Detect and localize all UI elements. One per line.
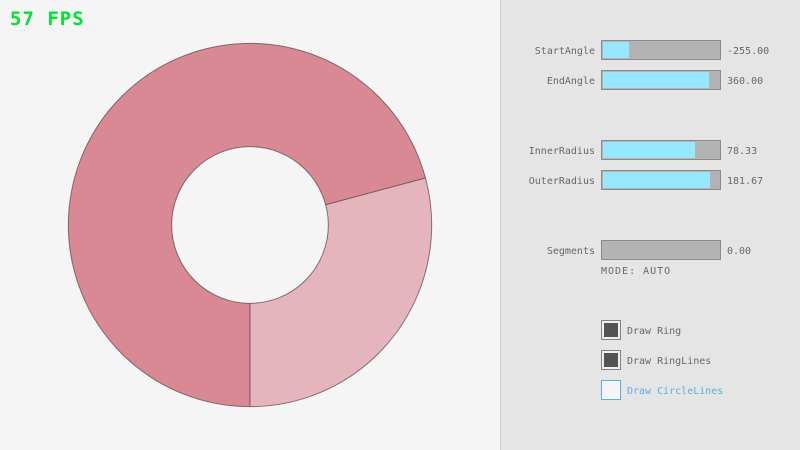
slider-fill — [603, 142, 696, 158]
checkmark-icon — [604, 353, 618, 367]
slider-fill — [603, 42, 629, 58]
mode-label: MODE: AUTO — [601, 266, 672, 277]
ring-outline-inner — [171, 146, 329, 304]
slider-value: 0.00 — [727, 246, 752, 257]
segments-slider[interactable] — [601, 240, 721, 260]
slider-value: 78.33 — [727, 146, 758, 157]
checkbox-label: Draw CircleLines — [627, 386, 724, 397]
slider-label: EndAngle — [546, 76, 595, 87]
checkbox-row: Draw CircleLines — [501, 380, 800, 400]
ring-canvas — [67, 42, 433, 408]
slider-row: OuterRadius 181.67 — [501, 170, 800, 190]
checkbox-label: Draw RingLines — [627, 356, 712, 367]
slider-label: OuterRadius — [528, 176, 595, 187]
slider-label: InnerRadius — [528, 146, 595, 157]
control-panel: StartAngle -255.00 EndAngle 360.00 Inner… — [500, 0, 800, 450]
slider-fill — [603, 72, 710, 88]
checkmark-icon — [604, 323, 618, 337]
ring-highlight-sector — [250, 177, 432, 407]
slider-row: StartAngle -255.00 — [501, 40, 800, 60]
slider-value: 181.67 — [727, 176, 764, 187]
ring-outline-outer — [67, 42, 433, 408]
fps-counter: 57 FPS — [10, 8, 85, 30]
slider-fill — [603, 172, 711, 188]
draw-ringlines-checkbox[interactable] — [601, 350, 621, 370]
checkbox-row: Draw RingLines — [501, 350, 800, 370]
slider-value: -255.00 — [727, 46, 770, 57]
checkbox-label: Draw Ring — [627, 326, 682, 337]
endangle-slider[interactable] — [601, 70, 721, 90]
slider-row: InnerRadius 78.33 — [501, 140, 800, 160]
draw-ring-checkbox[interactable] — [601, 320, 621, 340]
slider-label: Segments — [546, 246, 595, 257]
checkbox-row: Draw Ring — [501, 320, 800, 340]
ring-line-start — [325, 177, 426, 206]
outerradius-slider[interactable] — [601, 170, 721, 190]
startangle-slider[interactable] — [601, 40, 721, 60]
slider-label: StartAngle — [534, 46, 595, 57]
slider-row: EndAngle 360.00 — [501, 70, 800, 90]
slider-value: 360.00 — [727, 76, 764, 87]
slider-row: Segments 0.00 — [501, 240, 800, 260]
innerradius-slider[interactable] — [601, 140, 721, 160]
draw-circlelines-checkbox[interactable] — [601, 380, 621, 400]
